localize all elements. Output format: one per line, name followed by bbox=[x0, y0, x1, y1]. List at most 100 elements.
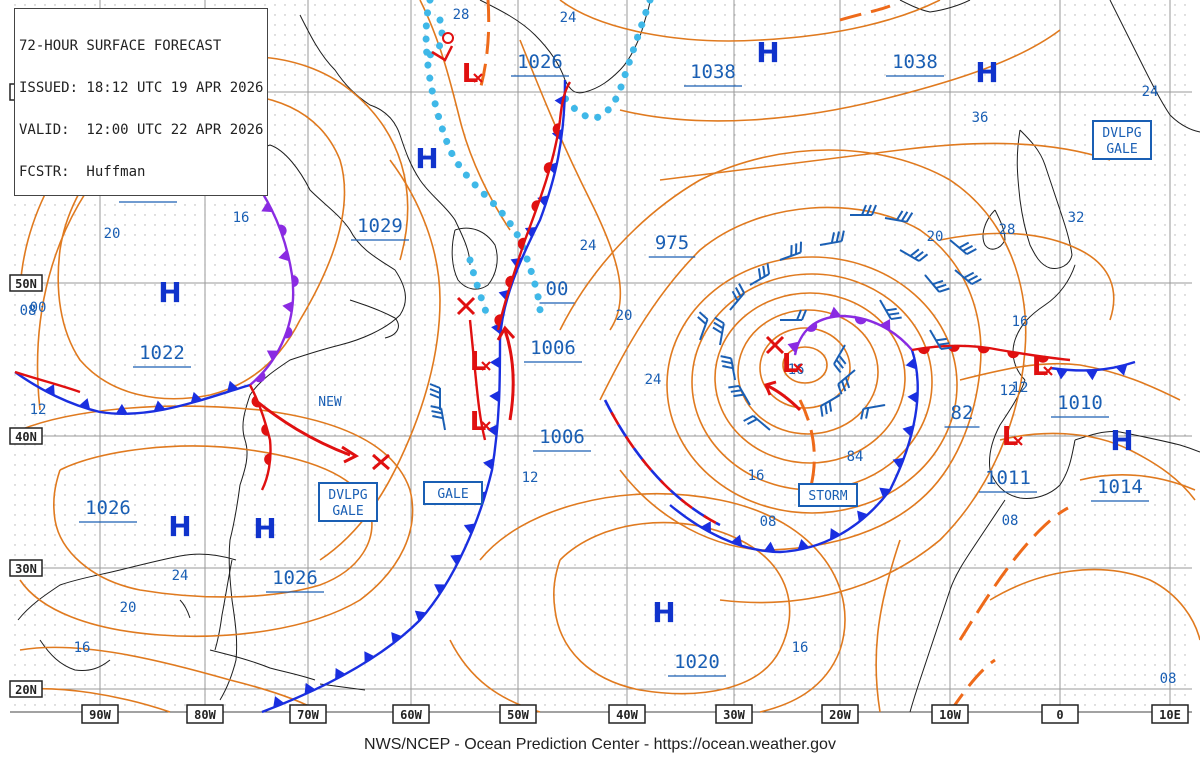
wind-barb bbox=[949, 239, 977, 256]
front-triangle bbox=[266, 350, 279, 361]
lon-label: 50W bbox=[499, 704, 537, 724]
front-semicircle bbox=[1037, 355, 1049, 363]
front-triangle bbox=[730, 534, 743, 547]
pressure-label: 1006 bbox=[533, 426, 591, 452]
isobar-value: 20 bbox=[104, 226, 121, 242]
warning-box: STORM bbox=[798, 483, 858, 507]
front-triangle bbox=[273, 696, 285, 708]
pressure-label: 1010 bbox=[1051, 392, 1109, 418]
low-pressure-center: L bbox=[1002, 422, 1023, 452]
front-triangle bbox=[414, 610, 427, 622]
header-valid: VALID: 12:00 UTC 22 APR 2026 bbox=[19, 122, 264, 138]
svg-text:1020: 1020 bbox=[674, 651, 720, 673]
front-triangle bbox=[282, 301, 294, 313]
svg-text:50N: 50N bbox=[15, 277, 37, 291]
isobar-value: 12 bbox=[522, 470, 539, 486]
front-triangle bbox=[879, 487, 891, 499]
wind-barb bbox=[884, 210, 914, 223]
svg-text:L: L bbox=[1032, 352, 1049, 382]
front-triangle bbox=[78, 398, 91, 410]
svg-text:82: 82 bbox=[951, 402, 974, 424]
svg-text:30N: 30N bbox=[15, 562, 37, 576]
pressure-label: 1026 bbox=[511, 51, 569, 77]
svg-text:40N: 40N bbox=[15, 430, 37, 444]
isobar-value: 08 bbox=[20, 303, 37, 319]
svg-text:1006: 1006 bbox=[539, 426, 585, 448]
lon-label: 10E bbox=[1151, 704, 1189, 724]
high-pressure-center: H bbox=[652, 596, 675, 629]
warm-front bbox=[496, 81, 572, 331]
pressure-label: 975 bbox=[648, 232, 696, 258]
isobar-value: 20 bbox=[120, 600, 137, 616]
ice-symbol bbox=[431, 32, 454, 62]
wind-barb bbox=[749, 263, 771, 286]
lon-label: 0 bbox=[1041, 704, 1079, 724]
svg-text:20W: 20W bbox=[829, 708, 851, 722]
footer-credit[interactable]: NWS/NCEP - Ocean Prediction Center - htt… bbox=[364, 736, 836, 753]
svg-text:1038: 1038 bbox=[690, 61, 736, 83]
warm-front bbox=[911, 344, 1071, 362]
front-semicircle bbox=[552, 123, 560, 136]
lon-label: 10W bbox=[931, 704, 969, 724]
wind-barb bbox=[779, 241, 803, 261]
front-triangle bbox=[304, 682, 316, 695]
isobar-value: 24 bbox=[172, 568, 189, 584]
front-triangle bbox=[483, 458, 494, 470]
front-semicircle bbox=[494, 314, 502, 327]
front-semicircle bbox=[284, 326, 293, 339]
svg-text:L: L bbox=[1002, 422, 1019, 452]
front-triangle bbox=[829, 528, 841, 540]
lat-label: 30N bbox=[9, 559, 43, 577]
lon-label: 80W bbox=[186, 704, 224, 724]
isobar-value: 24 bbox=[1142, 84, 1159, 100]
pressure-label: 00 bbox=[539, 278, 575, 304]
svg-text:40W: 40W bbox=[616, 708, 638, 722]
low-pressure-center: L bbox=[1032, 352, 1053, 382]
pressure-label: 1029 bbox=[351, 215, 409, 241]
front-semicircle bbox=[255, 371, 266, 383]
wind-barb bbox=[819, 394, 841, 417]
svg-text:1006: 1006 bbox=[530, 337, 576, 359]
wind-barb bbox=[697, 311, 709, 341]
svg-text:1010: 1010 bbox=[1057, 392, 1103, 414]
front-semicircle bbox=[292, 275, 299, 288]
isobar-value: 12 bbox=[1000, 383, 1017, 399]
front-semicircle bbox=[531, 200, 540, 212]
svg-text:L: L bbox=[470, 347, 487, 377]
front-triangle bbox=[115, 403, 128, 414]
svg-text:10E: 10E bbox=[1159, 708, 1181, 722]
wind-barb bbox=[929, 329, 952, 351]
wind-barb bbox=[837, 369, 856, 395]
front-triangle bbox=[892, 457, 905, 469]
front-semicircle bbox=[278, 224, 287, 237]
wind-barb bbox=[954, 269, 982, 286]
svg-text:50W: 50W bbox=[507, 708, 529, 722]
front-triangle bbox=[489, 390, 500, 403]
lon-label: 90W bbox=[81, 704, 119, 724]
isobar-value: 00 bbox=[30, 300, 47, 316]
front-triangle bbox=[787, 341, 799, 353]
svg-text:1026: 1026 bbox=[517, 51, 563, 73]
isobar-value: 16 bbox=[233, 210, 250, 226]
pressure-label: 1020 bbox=[668, 651, 726, 677]
lat-label: 50N bbox=[9, 274, 43, 292]
front-triangle bbox=[190, 391, 203, 404]
fronts bbox=[14, 79, 1136, 714]
front-semicircle bbox=[854, 316, 867, 325]
front-triangle bbox=[487, 424, 498, 437]
wind-barbs bbox=[429, 204, 982, 431]
pressure-label: 1038 bbox=[886, 51, 944, 77]
isobar-value: 16 bbox=[74, 640, 91, 656]
wind-barb bbox=[429, 383, 441, 410]
wind-barb bbox=[712, 316, 725, 346]
front-triangle bbox=[763, 541, 776, 553]
front-semicircle bbox=[261, 423, 269, 436]
front-semicircle bbox=[917, 347, 930, 355]
header-issued: ISSUED: 18:12 UTC 19 APR 2026 bbox=[19, 80, 264, 96]
front-triangle bbox=[1055, 368, 1068, 380]
isobar-value: 24 bbox=[645, 372, 662, 388]
isobar-value: 16 bbox=[792, 640, 809, 656]
